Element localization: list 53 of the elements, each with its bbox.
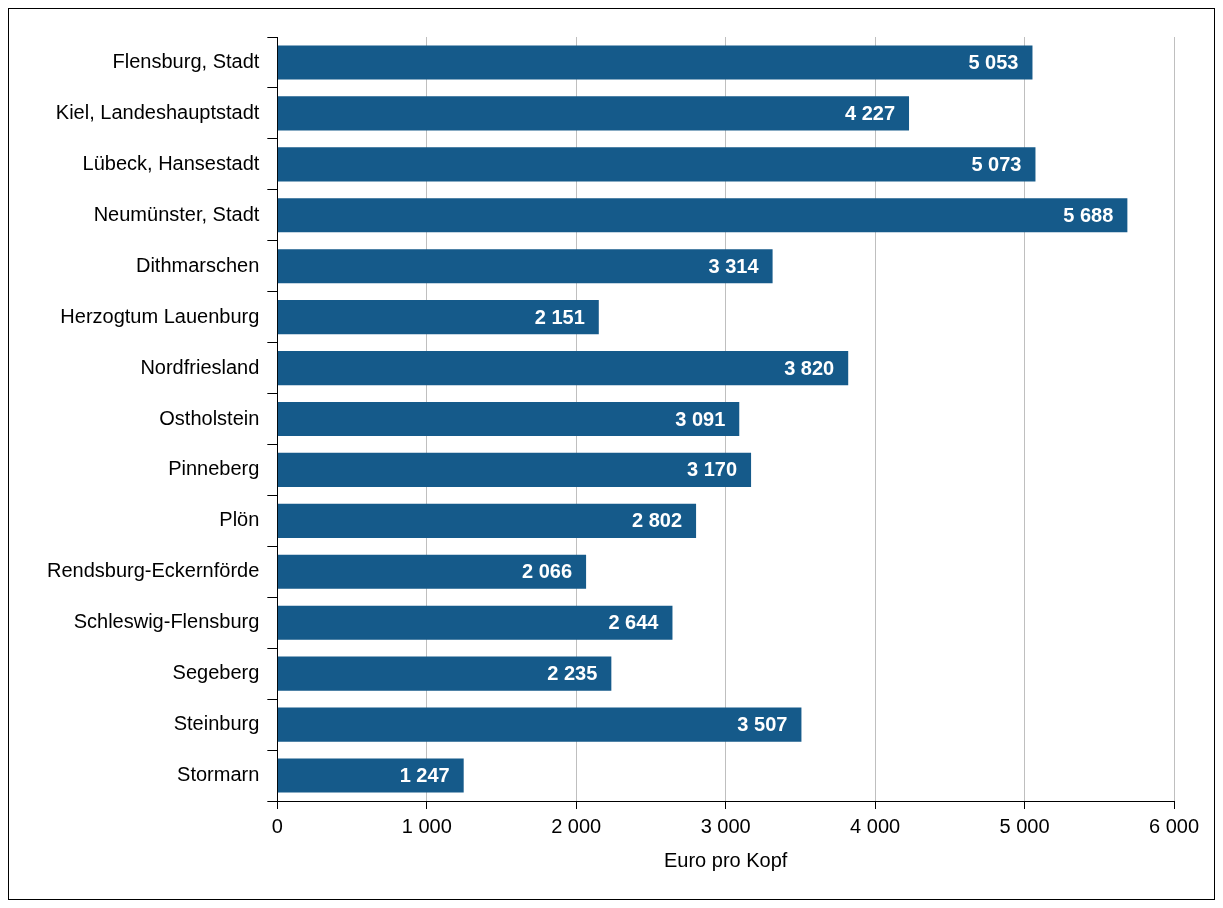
y-tick-label: Lübeck, Hansestadt bbox=[82, 151, 260, 174]
y-tick-label: Dithmarschen bbox=[135, 253, 260, 276]
bar bbox=[277, 45, 1033, 80]
y-tick-label: Neumünster, Stadt bbox=[93, 202, 260, 225]
y-tick-label: Steinburg bbox=[173, 712, 260, 735]
bar bbox=[277, 147, 1036, 182]
x-tick-label: 3 000 bbox=[700, 814, 751, 837]
bar bbox=[277, 452, 752, 487]
x-tick-label: 6 000 bbox=[1148, 814, 1200, 837]
x-tick-label: 1 000 bbox=[401, 814, 452, 837]
x-tick-label: 2 000 bbox=[551, 814, 602, 837]
data-label: 5 053 bbox=[968, 50, 1019, 73]
data-label: 2 644 bbox=[608, 611, 660, 634]
y-tick-label: Schleswig-Flensburg bbox=[73, 610, 260, 633]
y-tick-label: Plön bbox=[219, 508, 260, 531]
y-tick-label: Pinneberg bbox=[168, 457, 260, 480]
bar bbox=[277, 605, 673, 640]
y-tick-label: Herzogtum Lauenburg bbox=[60, 304, 260, 327]
bar bbox=[277, 300, 599, 335]
bar bbox=[277, 707, 802, 742]
data-label: 3 820 bbox=[784, 356, 835, 379]
bar bbox=[277, 656, 612, 691]
data-label: 3 170 bbox=[687, 458, 738, 481]
x-tick-label: 4 000 bbox=[850, 814, 901, 837]
data-label: 3 314 bbox=[708, 254, 760, 277]
data-label: 2 066 bbox=[522, 560, 573, 583]
y-tick-label: Kiel, Landeshauptstadt bbox=[55, 100, 260, 123]
bar bbox=[277, 351, 849, 386]
data-label: 4 227 bbox=[844, 101, 896, 124]
x-tick-label: 5 000 bbox=[999, 814, 1050, 837]
data-label: 2 151 bbox=[534, 305, 585, 328]
y-tick-label: Segeberg bbox=[172, 661, 260, 684]
y-tick-label: Ostholstein bbox=[159, 406, 260, 429]
data-label: 3 507 bbox=[737, 713, 788, 736]
data-label: 1 247 bbox=[399, 764, 450, 787]
data-label: 5 073 bbox=[971, 152, 1022, 175]
x-tick-label: 0 bbox=[271, 814, 283, 837]
y-tick-label: Flensburg, Stadt bbox=[112, 49, 260, 72]
data-label: 5 688 bbox=[1063, 203, 1114, 226]
y-tick-label: Stormarn bbox=[177, 763, 260, 786]
bar bbox=[277, 401, 740, 437]
bar bbox=[277, 554, 587, 589]
data-label: 3 091 bbox=[675, 407, 726, 430]
bar bbox=[277, 96, 910, 131]
bar bbox=[277, 249, 773, 284]
bar bbox=[277, 503, 697, 538]
bar bbox=[277, 198, 1128, 233]
bar bbox=[277, 758, 464, 793]
data-label: 2 235 bbox=[547, 662, 598, 685]
y-tick-label: Nordfriesland bbox=[140, 355, 260, 378]
x-axis-title: Euro pro Kopf bbox=[663, 848, 788, 871]
data-label: 2 802 bbox=[632, 509, 683, 532]
y-tick-label: Rendsburg-Eckernförde bbox=[46, 559, 260, 582]
